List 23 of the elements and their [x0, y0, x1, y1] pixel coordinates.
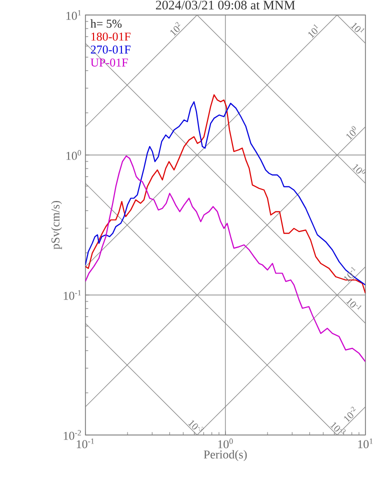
text: 180-01F — [91, 32, 130, 41]
annotation: 10$^{-3}$ — [330, 422, 346, 434]
x-axis-title: Period(s) — [204, 450, 247, 461]
y-tick-label: 10$^{0}$ — [66, 150, 81, 160]
y-axis-title: pSv(cm/s) — [50, 200, 62, 250]
annotation: 10$^{-2}$ — [344, 406, 356, 422]
y-tick-label: 10$^{1}$ — [66, 10, 81, 20]
annotation: h= 5% — [90, 19, 122, 28]
x-tick-label: 10$^{1}$ — [358, 438, 372, 448]
annotation: 10$^{2}$ — [170, 22, 180, 36]
annotation: 10$^{1}$ — [308, 24, 318, 38]
text: 270-01F — [90, 46, 130, 54]
y-tick-label: 10$^{-1}$ — [64, 290, 81, 300]
annotation: 10$^{-1}$ — [346, 298, 362, 310]
annotation: 10$^{-1}$ — [344, 266, 356, 282]
text: UP-01F — [90, 58, 128, 67]
annotation: 10$^{-3}$ — [188, 420, 204, 432]
annotation: 10$^{0}$ — [346, 126, 356, 140]
annotation: 10$^{1}$ — [350, 22, 364, 33]
chart-title: 2024/03/21 09:08 at MNM — [156, 0, 295, 10]
x-tick-label: 10$^{0}$ — [218, 438, 233, 448]
y-tick-label: 10$^{-2}$ — [64, 430, 81, 440]
x-tick-label: 10$^{-1}$ — [76, 438, 94, 448]
